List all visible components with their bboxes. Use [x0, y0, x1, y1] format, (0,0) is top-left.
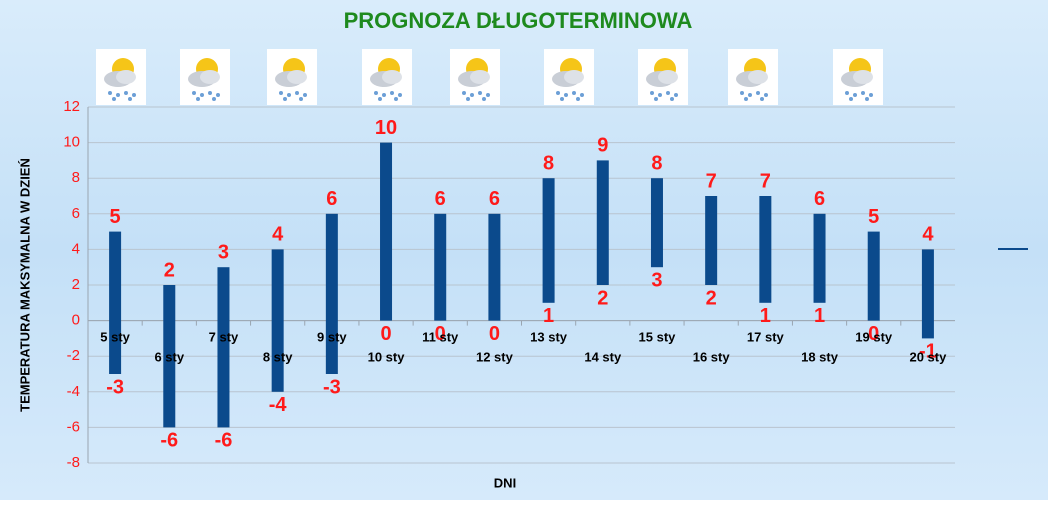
- data-label-high: 8: [651, 152, 662, 174]
- bar: [596, 160, 609, 285]
- data-label-low: -1: [919, 341, 937, 363]
- bar: [325, 213, 338, 374]
- y-tick-label: -2: [67, 347, 80, 364]
- bar: [488, 213, 501, 321]
- data-label-high: 4: [272, 224, 284, 246]
- data-label-high: 6: [435, 188, 446, 210]
- data-label-low: 3: [651, 269, 662, 291]
- bar: [434, 213, 447, 321]
- bar: [813, 213, 826, 303]
- x-axis-label: DNI: [494, 475, 516, 490]
- data-label-low: 0: [380, 323, 391, 345]
- y-tick-label: 10: [63, 134, 80, 151]
- data-label-low: 2: [597, 287, 608, 309]
- x-tick-label: 20 sty: [909, 349, 947, 364]
- data-label-high: 4: [922, 224, 934, 246]
- data-label-low: 0: [435, 323, 446, 345]
- bar: [271, 249, 284, 392]
- y-tick-label: 8: [72, 169, 80, 186]
- bar: [109, 231, 122, 374]
- x-tick-label: 5 sty: [100, 329, 130, 344]
- x-tick-label: 19 sty: [855, 329, 893, 344]
- x-tick-label: 8 sty: [263, 349, 293, 364]
- data-label-high: 7: [760, 170, 771, 192]
- data-label-low: -6: [160, 430, 178, 452]
- data-label-low: -3: [106, 376, 124, 398]
- x-tick-label: 9 sty: [317, 329, 347, 344]
- chart-title: PROGNOZA DŁUGOTERMINOWA: [344, 8, 693, 33]
- data-label-high: 5: [110, 206, 121, 228]
- y-tick-label: 4: [72, 240, 80, 257]
- x-tick-label: 14 sty: [584, 349, 622, 364]
- data-label-high: 6: [814, 188, 825, 210]
- bar: [650, 178, 663, 268]
- data-label-low: 1: [814, 305, 825, 327]
- data-label-low: -6: [215, 430, 233, 452]
- data-label-low: -3: [323, 376, 341, 398]
- data-label-high: 3: [218, 241, 229, 263]
- bar: [921, 249, 934, 339]
- bar: [705, 196, 718, 285]
- bar: [542, 178, 555, 303]
- weather-icons: [96, 49, 883, 105]
- y-tick-label: 0: [72, 312, 80, 329]
- x-tick-label: 6 sty: [154, 349, 184, 364]
- bar: [217, 267, 230, 428]
- x-tick-label: 7 sty: [209, 329, 239, 344]
- data-label-high: 2: [164, 259, 175, 281]
- data-label-low: 2: [706, 287, 717, 309]
- x-tick-label: 17 sty: [747, 329, 785, 344]
- data-label-high: 6: [489, 188, 500, 210]
- bar: [759, 196, 772, 303]
- x-tick-label: 10 sty: [368, 349, 406, 364]
- data-label-low: 1: [543, 305, 554, 327]
- data-label-low: -4: [269, 394, 288, 416]
- y-axis-label: TEMPERATURA MAKSYMALNA W DZIEŃ: [17, 158, 32, 412]
- data-label-low: 0: [489, 323, 500, 345]
- data-label-low: 1: [760, 305, 771, 327]
- bar: [380, 142, 393, 321]
- y-tick-label: -8: [67, 454, 80, 471]
- x-tick-label: 18 sty: [801, 349, 839, 364]
- data-label-high: 7: [706, 170, 717, 192]
- bar: [163, 285, 176, 428]
- x-tick-label: 13 sty: [530, 329, 568, 344]
- data-label-low: 0: [868, 323, 879, 345]
- y-tick-label: 2: [72, 276, 80, 293]
- x-tick-label: 15 sty: [639, 329, 677, 344]
- data-label-high: 6: [326, 188, 337, 210]
- data-label-high: 9: [597, 135, 608, 157]
- x-tick-label: 12 sty: [476, 349, 514, 364]
- y-tick-label: -6: [67, 418, 80, 435]
- y-tick-label: 12: [63, 98, 80, 115]
- data-label-high: 5: [868, 206, 879, 228]
- data-label-high: 8: [543, 152, 554, 174]
- x-tick-label: 16 sty: [693, 349, 731, 364]
- x-tick-label: 11 sty: [422, 329, 459, 344]
- data-label-high: 10: [375, 117, 397, 139]
- bar: [867, 231, 880, 321]
- y-tick-label: 6: [72, 205, 80, 222]
- y-tick-label: -4: [67, 383, 80, 400]
